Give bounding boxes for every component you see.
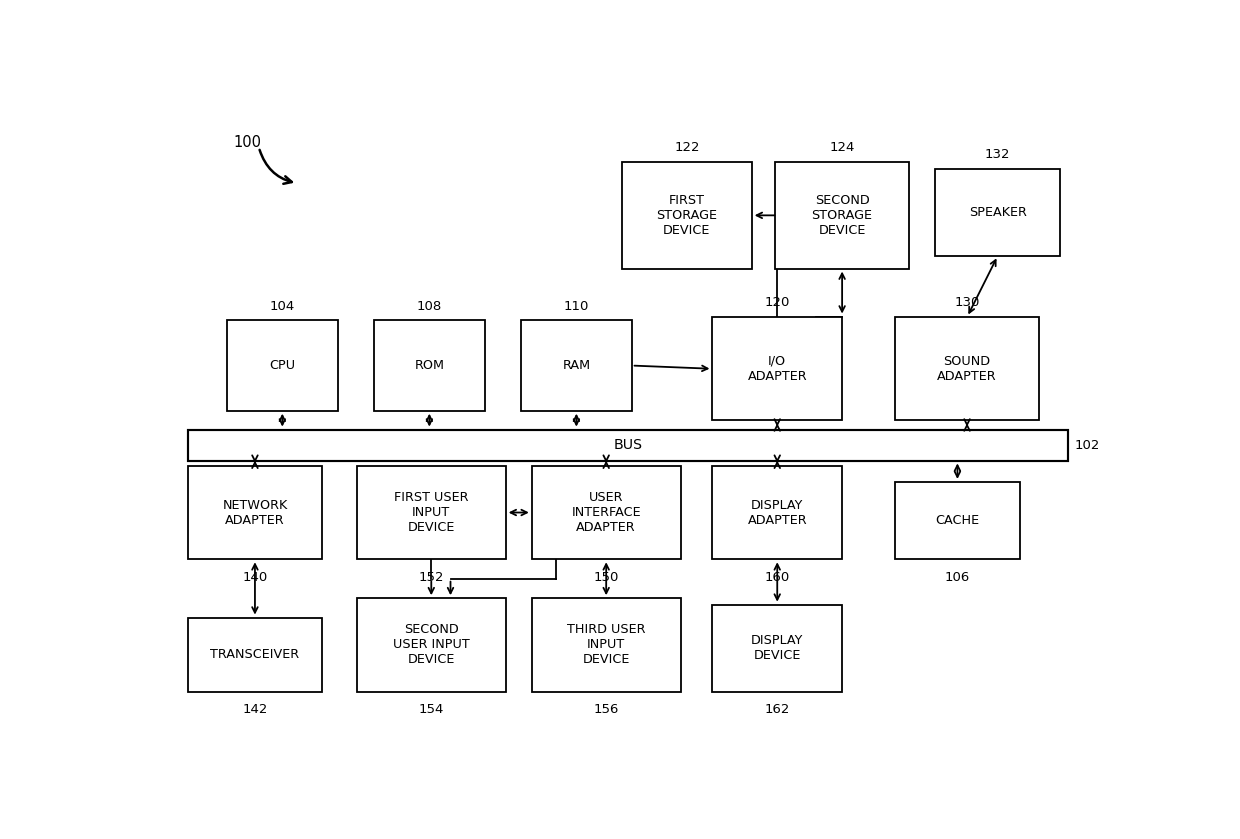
Bar bbox=[622, 162, 751, 268]
Text: 100: 100 bbox=[234, 135, 262, 150]
Text: 156: 156 bbox=[594, 703, 619, 717]
Bar bbox=[712, 466, 842, 560]
Bar bbox=[521, 320, 631, 411]
Bar bbox=[357, 598, 506, 692]
Text: 140: 140 bbox=[242, 571, 268, 584]
Bar bbox=[532, 466, 681, 560]
Bar bbox=[895, 317, 1039, 420]
Text: THIRD USER
INPUT
DEVICE: THIRD USER INPUT DEVICE bbox=[567, 623, 646, 666]
Text: I/O
ADAPTER: I/O ADAPTER bbox=[748, 355, 807, 383]
Text: BUS: BUS bbox=[614, 438, 642, 452]
Text: 120: 120 bbox=[765, 296, 790, 310]
Text: 142: 142 bbox=[242, 703, 268, 717]
Text: 102: 102 bbox=[1075, 439, 1100, 451]
Bar bbox=[187, 430, 1068, 461]
Text: SECOND
STORAGE
DEVICE: SECOND STORAGE DEVICE bbox=[812, 194, 873, 237]
Text: CPU: CPU bbox=[269, 359, 295, 372]
Text: 108: 108 bbox=[417, 300, 441, 313]
Text: SOUND
ADAPTER: SOUND ADAPTER bbox=[937, 355, 997, 383]
Bar bbox=[935, 169, 1060, 256]
Text: RAM: RAM bbox=[562, 359, 590, 372]
Text: SECOND
USER INPUT
DEVICE: SECOND USER INPUT DEVICE bbox=[393, 623, 470, 666]
Text: 110: 110 bbox=[564, 300, 589, 313]
Text: 124: 124 bbox=[830, 141, 854, 154]
Bar bbox=[227, 320, 337, 411]
Text: DISPLAY
DEVICE: DISPLAY DEVICE bbox=[751, 634, 804, 662]
Text: ROM: ROM bbox=[414, 359, 444, 372]
Text: FIRST USER
INPUT
DEVICE: FIRST USER INPUT DEVICE bbox=[394, 491, 469, 534]
Text: 106: 106 bbox=[945, 571, 970, 584]
Text: 152: 152 bbox=[419, 571, 444, 584]
Text: 132: 132 bbox=[985, 148, 1011, 161]
Bar bbox=[374, 320, 485, 411]
Text: 122: 122 bbox=[675, 141, 699, 154]
Text: CACHE: CACHE bbox=[935, 514, 980, 527]
Text: 150: 150 bbox=[594, 571, 619, 584]
Bar bbox=[357, 466, 506, 560]
Bar bbox=[187, 618, 322, 692]
Bar bbox=[775, 162, 909, 268]
Text: FIRST
STORAGE
DEVICE: FIRST STORAGE DEVICE bbox=[656, 194, 718, 237]
Text: 162: 162 bbox=[765, 703, 790, 717]
Bar bbox=[895, 482, 1021, 560]
Text: SPEAKER: SPEAKER bbox=[968, 206, 1027, 219]
Text: 130: 130 bbox=[955, 296, 980, 310]
Bar bbox=[712, 317, 842, 420]
Bar bbox=[532, 598, 681, 692]
Text: USER
INTERFACE
ADAPTER: USER INTERFACE ADAPTER bbox=[572, 491, 641, 534]
Bar bbox=[712, 605, 842, 692]
Bar bbox=[187, 466, 322, 560]
Text: DISPLAY
ADAPTER: DISPLAY ADAPTER bbox=[748, 498, 807, 527]
Text: 154: 154 bbox=[419, 703, 444, 717]
Text: NETWORK
ADAPTER: NETWORK ADAPTER bbox=[222, 498, 288, 527]
Text: 104: 104 bbox=[270, 300, 295, 313]
Text: 160: 160 bbox=[765, 571, 790, 584]
Text: TRANSCEIVER: TRANSCEIVER bbox=[211, 649, 300, 661]
